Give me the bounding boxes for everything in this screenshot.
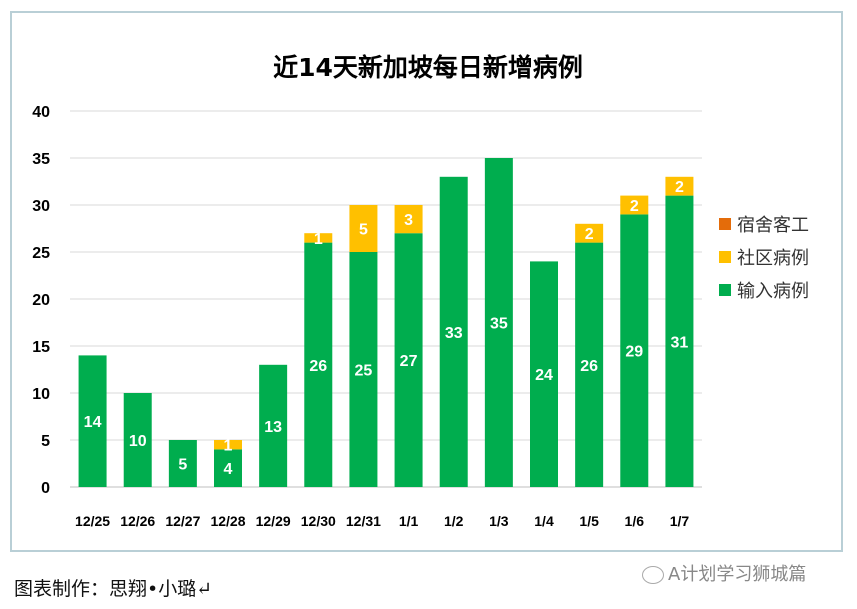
x-tick-label: 1/5: [579, 513, 599, 529]
data-label: 2: [675, 179, 684, 196]
x-tick-label: 1/7: [670, 513, 690, 529]
x-tick-label: 1/2: [444, 513, 464, 529]
data-label: 1: [224, 438, 233, 455]
data-label: 27: [400, 353, 418, 370]
legend-swatch: [719, 251, 731, 263]
bar-segment: [304, 233, 333, 243]
data-label: 25: [355, 363, 373, 380]
y-tick-label: 10: [32, 386, 50, 403]
y-tick-label: 5: [41, 433, 50, 450]
legend-label: 输入病例: [737, 281, 809, 302]
bar-segment: [259, 364, 288, 487]
bar-segment: [665, 195, 694, 487]
bar-segment: [620, 195, 649, 215]
bar-segment: [168, 440, 197, 487]
bar-segment: [530, 261, 558, 487]
x-tick-label: 12/31: [346, 513, 381, 529]
x-tick-label: 1/3: [489, 513, 509, 529]
x-tick-label: 12/26: [120, 513, 155, 529]
x-tick-label: 12/28: [210, 513, 245, 529]
chart-credit: 图表制作：思翔•小璐↵: [14, 578, 213, 600]
x-tick-label: 12/30: [301, 513, 336, 529]
data-label: 24: [535, 367, 553, 384]
legend-label: 社区病例: [737, 248, 809, 269]
data-label: 4: [224, 461, 233, 478]
data-label: 26: [580, 358, 598, 375]
x-tick-label: 1/6: [625, 513, 645, 529]
data-label: 29: [625, 344, 643, 361]
bar-segment: [484, 158, 513, 487]
bar-segment: [214, 449, 242, 487]
bar-segment: [349, 205, 378, 252]
y-tick-label: 25: [32, 245, 50, 262]
data-label: 13: [264, 419, 282, 436]
bar-segment: [214, 440, 242, 450]
data-label: 1: [314, 231, 323, 248]
y-tick-label: 35: [32, 151, 50, 168]
watermark: A计划学习狮城篇: [642, 560, 806, 586]
data-label: 26: [309, 358, 327, 375]
wechat-logo-icon: [642, 566, 664, 584]
data-label: 35: [490, 316, 508, 333]
data-label: 5: [359, 222, 368, 239]
data-label: 33: [445, 325, 463, 342]
data-label: 31: [671, 334, 689, 351]
data-label: 14: [84, 414, 102, 431]
watermark-text: A计划学习狮城篇: [668, 564, 807, 585]
x-tick-label: 1/1: [399, 513, 419, 529]
data-label: 5: [178, 457, 187, 474]
x-tick-label: 1/4: [534, 513, 554, 529]
data-label: 10: [129, 433, 147, 450]
legend-swatch: [719, 284, 731, 296]
stacked-bar-chart: 近14天新加坡每日新增病例05101520253035401412/251012…: [32, 53, 809, 529]
bar-segment: [304, 242, 333, 487]
legend-swatch: [719, 218, 731, 230]
legend-label: 宿舍客工: [737, 215, 809, 236]
bar-segment: [439, 176, 468, 488]
y-tick-label: 0: [41, 480, 50, 497]
x-tick-label: 12/25: [75, 513, 110, 529]
y-tick-label: 20: [32, 292, 50, 309]
bar-segment: [394, 233, 423, 487]
x-tick-label: 12/27: [165, 513, 200, 529]
bar-segment: [620, 214, 649, 487]
bar-segment: [123, 393, 152, 487]
data-label: 2: [630, 198, 639, 215]
bar-segment: [665, 176, 694, 196]
chart-title: 近14天新加坡每日新增病例: [273, 53, 583, 82]
bar-segment: [575, 242, 604, 487]
y-tick-label: 15: [32, 339, 50, 356]
x-tick-label: 12/29: [256, 513, 291, 529]
bar-segment: [575, 223, 604, 243]
data-label: 2: [585, 226, 594, 243]
bar-segment: [349, 252, 378, 487]
chart-frame: [10, 11, 843, 552]
bar-segment: [394, 205, 423, 234]
y-tick-label: 30: [32, 198, 50, 215]
data-label: 3: [404, 212, 413, 229]
bar-segment: [78, 355, 107, 487]
y-tick-label: 40: [32, 104, 50, 121]
